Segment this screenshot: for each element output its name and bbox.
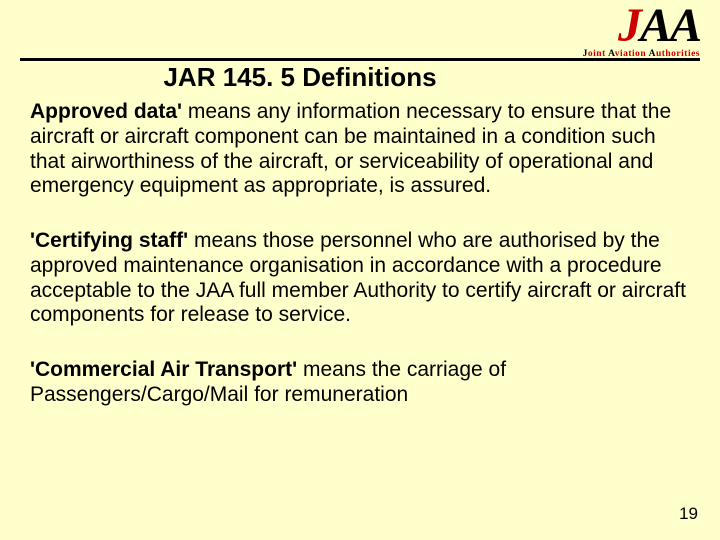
content-area: Approved data' means any information nec… <box>0 92 720 408</box>
logo: JAA Joint Aviation Authorities <box>583 6 700 59</box>
term-2: 'Certifying staff' <box>30 229 188 252</box>
definition-2: 'Certifying staff' means those personnel… <box>30 229 690 328</box>
definition-1: Approved data' means any information nec… <box>30 100 690 199</box>
header-rule <box>20 58 700 61</box>
page-number: 19 <box>679 504 698 524</box>
term-1: Approved data' <box>30 100 182 123</box>
definition-3: 'Commercial Air Transport' means the car… <box>30 358 690 408</box>
term-3: 'Commercial Air Transport' <box>30 358 297 381</box>
logo-letters: JAA <box>583 6 700 47</box>
header: JAA Joint Aviation Authorities JAR 145. … <box>0 0 720 92</box>
slide-title: JAR 145. 5 Definitions <box>0 62 720 93</box>
